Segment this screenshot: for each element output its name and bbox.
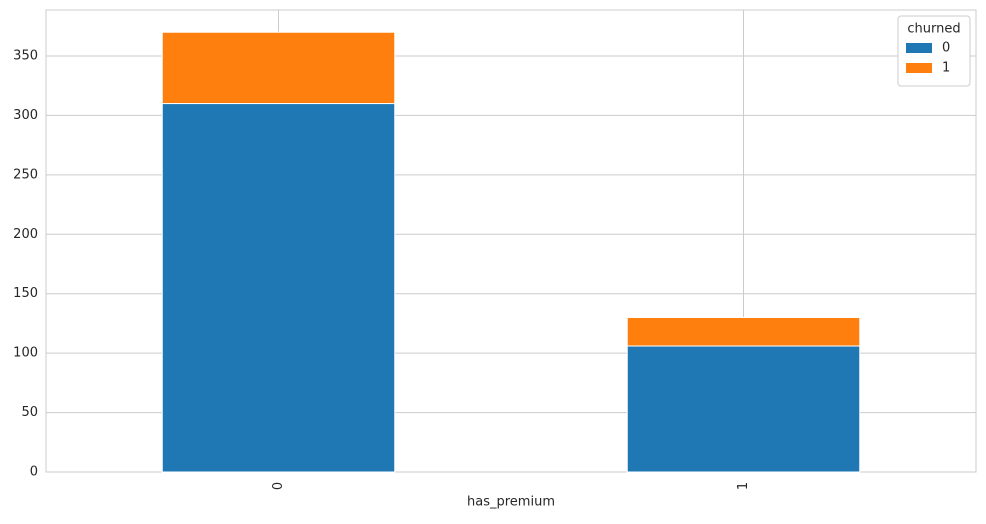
x-tick-label: 1	[736, 482, 751, 490]
bar-segment	[161, 31, 396, 105]
y-tick-label: 100	[13, 346, 38, 361]
legend-swatch	[906, 63, 932, 73]
legend-label: 1	[942, 61, 950, 76]
y-tick-label: 150	[13, 286, 38, 301]
y-tick-label: 0	[30, 465, 38, 480]
legend-title: churned	[907, 22, 960, 37]
plot-frame	[45, 9, 977, 473]
x-tick-label: 0	[271, 482, 286, 490]
bar-segment	[626, 345, 861, 473]
bar-segment	[161, 103, 396, 473]
legend-swatch	[906, 43, 932, 53]
y-tick-label: 50	[21, 405, 38, 420]
y-tick-label: 300	[13, 108, 38, 123]
y-tick-label: 250	[13, 167, 38, 182]
y-tick-label: 350	[13, 48, 38, 63]
legend-label: 0	[942, 41, 950, 56]
bar-segment	[626, 316, 861, 347]
y-tick-label: 200	[13, 227, 38, 242]
x-axis-label: has_premium	[467, 495, 555, 510]
